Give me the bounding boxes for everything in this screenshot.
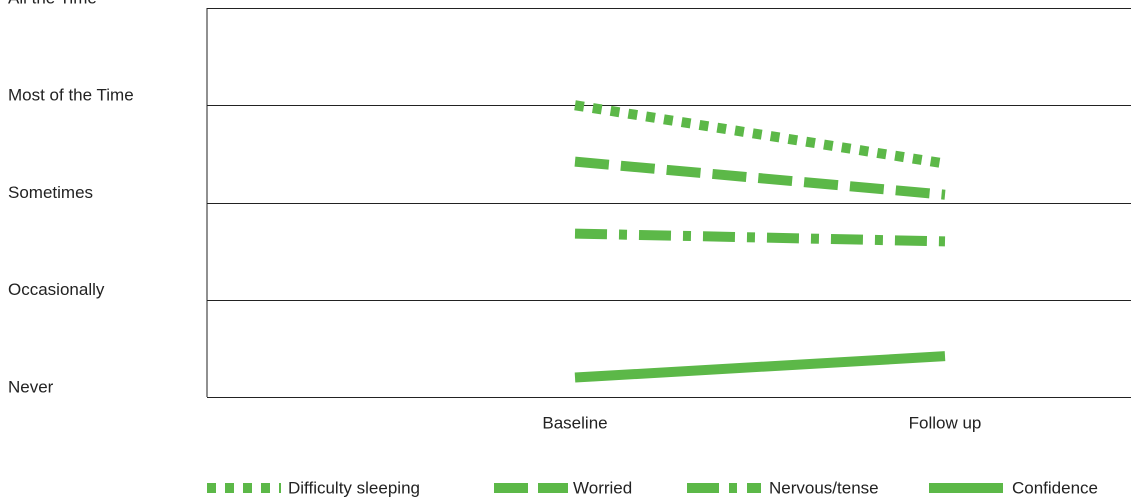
legend-label: Difficulty sleeping — [288, 478, 420, 497]
legend-label: Nervous/tense — [769, 478, 879, 497]
y-tick-label: Most of the Time — [8, 86, 134, 105]
x-tick-label: Baseline — [542, 413, 607, 432]
series-lines — [574, 100, 946, 383]
y-tick-label: All the Time — [8, 0, 97, 7]
y-tick-label: Never — [8, 377, 54, 396]
series-line-difficulty-sleeping — [574, 100, 946, 169]
y-axis-tick-labels: Never Occasionally Sometimes Most of the Ti… — [8, 0, 134, 396]
legend-label: Worried — [573, 478, 632, 497]
y-tick-label: Occasionally — [8, 280, 105, 299]
legend: Difficulty sleeping Worried Nervous/tense C… — [207, 478, 1098, 497]
series-line-worried — [574, 156, 946, 200]
series-line-confidence — [574, 351, 946, 383]
y-tick-label: Sometimes — [8, 183, 93, 202]
grid — [206, 8, 1131, 398]
x-tick-label: Follow up — [909, 413, 982, 432]
series-line-nervous-tense — [574, 228, 946, 247]
legend-label: Confidence — [1012, 478, 1098, 497]
x-axis-tick-labels: Baseline Follow up — [542, 413, 981, 432]
